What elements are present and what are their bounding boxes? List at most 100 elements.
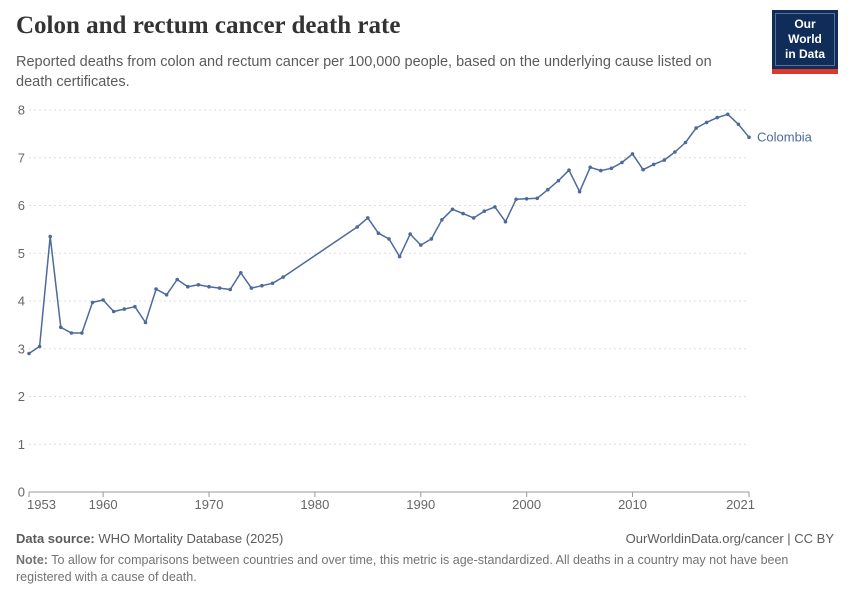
data-point-2016[interactable] [694, 126, 698, 130]
y-tick-label-3: 3 [18, 341, 25, 356]
data-point-1986[interactable] [376, 231, 381, 235]
data-point-1955[interactable] [48, 234, 52, 239]
data-point-1973[interactable] [239, 271, 243, 275]
data-point-1999[interactable] [514, 197, 518, 202]
data-point-2019[interactable] [726, 112, 730, 117]
data-point-1960[interactable] [101, 298, 105, 302]
data-point-1987[interactable] [387, 237, 391, 241]
data-point-1962[interactable] [122, 307, 127, 311]
data-point-2009[interactable] [620, 160, 624, 165]
data-point-1974[interactable] [249, 286, 254, 290]
chart-area[interactable]: 0 1 2 3 4 5 6 7 8 1953 1960 1970 1980 1990 2000 2010 202… [0, 95, 850, 525]
data-point-1975[interactable] [260, 283, 264, 288]
data-point-2002[interactable] [546, 187, 550, 192]
data-point-1965[interactable] [154, 287, 158, 291]
data-point-2018[interactable] [715, 115, 719, 120]
data-point-1996[interactable] [482, 209, 487, 213]
data-point-1990[interactable] [419, 243, 423, 247]
footer-license-link: OurWorldinData.org/cancer | CC BY [625, 531, 834, 546]
y-tick-label-6: 6 [18, 198, 25, 213]
note-value: To allow for comparisons between countri… [16, 553, 789, 584]
data-point-2001[interactable] [535, 196, 539, 201]
data-point-1992[interactable] [440, 218, 444, 222]
data-point-2010[interactable] [630, 152, 635, 156]
data-point-1971[interactable] [217, 286, 222, 290]
data-point-1984[interactable] [355, 225, 360, 229]
data-point-1957[interactable] [69, 331, 74, 335]
data-point-2000[interactable] [524, 197, 529, 201]
data-point-2011[interactable] [641, 167, 645, 172]
footer-source-row: OurWorldinData.org/cancer | CC BY Data s… [16, 531, 834, 546]
x-tick-label-1953: 1953 [27, 497, 56, 512]
data-point-2006[interactable] [588, 165, 592, 170]
line-chart-canvas[interactable]: 0 1 2 3 4 5 6 7 8 1953 1960 1970 1980 1990 2000 2010 202… [0, 95, 850, 525]
data-point-2020[interactable] [736, 122, 741, 127]
data-point-1970[interactable] [207, 284, 211, 289]
y-tick-label-1: 1 [18, 437, 25, 452]
data-point-1964[interactable] [143, 320, 148, 325]
x-tick-label-2000: 2000 [512, 497, 541, 512]
y-tick-label-0: 0 [18, 485, 25, 500]
data-source-label: Data source: [16, 531, 95, 546]
data-point-1954[interactable] [37, 344, 42, 349]
data-point-2015[interactable] [683, 140, 688, 145]
data-point-2004[interactable] [567, 168, 571, 172]
owid-logo-box: Our World in Data [772, 10, 838, 69]
data-point-1985[interactable] [366, 216, 370, 220]
x-tick-label-2010: 2010 [618, 497, 647, 512]
data-point-1967[interactable] [175, 277, 179, 282]
x-tick-label-1970: 1970 [195, 497, 224, 512]
owid-logo-red-bar [772, 69, 838, 74]
data-point-1976[interactable] [270, 281, 275, 286]
y-tick-label-5: 5 [18, 246, 25, 261]
data-point-1968[interactable] [186, 284, 190, 289]
data-point-2003[interactable] [556, 178, 561, 183]
data-point-1993[interactable] [450, 207, 455, 212]
data-point-2007[interactable] [599, 168, 603, 173]
owid-logo-line2: in Data [784, 47, 825, 61]
y-tick-label-8: 8 [18, 103, 25, 118]
x-tick-label-2021: 2021 [726, 497, 755, 512]
data-source-value: WHO Mortality Database (2025) [94, 531, 284, 546]
data-point-1969[interactable] [196, 283, 201, 287]
data-point-1961[interactable] [111, 309, 116, 314]
note-label: Note: [16, 553, 48, 567]
data-point-2021[interactable] [747, 135, 751, 139]
data-point-2013[interactable] [662, 158, 667, 162]
x-tick-label-1990: 1990 [406, 497, 435, 512]
data-point-1953[interactable] [27, 351, 31, 356]
page-title: Colon and rectum cancer death rate [16, 12, 401, 39]
data-point-1988[interactable] [397, 254, 402, 259]
trend-line-colombia[interactable] [28, 113, 750, 355]
data-point-1958[interactable] [80, 331, 84, 335]
data-point-2008[interactable] [609, 166, 614, 171]
data-point-1998[interactable] [503, 219, 508, 224]
x-tick-label-1980: 1980 [300, 497, 329, 512]
data-point-1966[interactable] [164, 293, 169, 297]
owid-logo-text: Our World in Data [775, 13, 835, 66]
data-point-2005[interactable] [577, 189, 582, 194]
footer-note: Note: To allow for comparisons between c… [16, 552, 836, 586]
data-point-1959[interactable] [90, 300, 95, 305]
y-tick-label-2: 2 [18, 389, 25, 404]
data-point-1956[interactable] [59, 325, 63, 330]
data-point-1963[interactable] [133, 304, 137, 309]
data-point-1989[interactable] [408, 232, 413, 236]
data-point-1995[interactable] [471, 216, 476, 220]
data-point-1972[interactable] [228, 287, 232, 292]
data-point-1994[interactable] [461, 211, 465, 216]
y-tick-label-4: 4 [18, 294, 25, 309]
data-point-1997[interactable] [493, 205, 497, 209]
series-end-label-colombia[interactable]: Colombia [757, 130, 813, 145]
owid-logo-line1: Our World [788, 17, 822, 46]
data-point-2017[interactable] [704, 120, 709, 125]
data-point-2014[interactable] [673, 150, 677, 154]
chart-subtitle: Reported deaths from colon and rectum ca… [16, 54, 712, 90]
y-tick-label-7: 7 [18, 150, 25, 165]
data-point-2012[interactable] [651, 162, 656, 167]
data-point-1991[interactable] [429, 237, 434, 241]
data-point-1977[interactable] [281, 275, 285, 279]
x-tick-label-1960: 1960 [89, 497, 118, 512]
owid-logo: Our World in Data [772, 10, 838, 74]
